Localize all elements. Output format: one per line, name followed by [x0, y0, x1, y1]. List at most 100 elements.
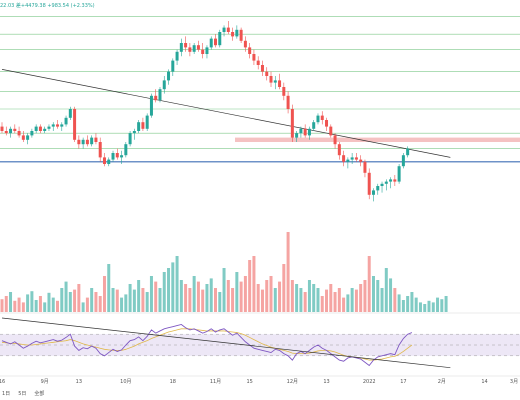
candle-body: [56, 124, 60, 127]
candle-body: [354, 157, 358, 160]
candle-body: [363, 161, 367, 173]
timeframe-1d[interactable]: 1日: [2, 390, 11, 397]
volume-bar: [423, 304, 427, 312]
volume-bar: [68, 292, 72, 312]
volume-bar: [252, 256, 256, 312]
candle-body: [269, 76, 273, 83]
volume-bar: [162, 272, 166, 312]
volume-bar: [128, 284, 132, 312]
candle-body: [397, 166, 401, 182]
candle-body: [290, 109, 294, 138]
candle-body: [260, 65, 264, 72]
candle-body: [303, 128, 307, 136]
volume-bar: [77, 284, 81, 312]
volume-bar: [9, 292, 13, 312]
volume-bar: [0, 299, 4, 312]
volume-bar: [401, 300, 405, 312]
volume-bar: [295, 284, 299, 312]
volume-bar: [273, 288, 277, 312]
x-tick-label: 17: [400, 379, 406, 385]
x-tick-label: 9月: [41, 379, 49, 385]
volume-bar: [406, 296, 410, 312]
candle-body: [384, 181, 388, 184]
candle-body: [239, 29, 243, 41]
x-tick-label: 2月: [438, 379, 446, 385]
candle-body: [307, 128, 311, 136]
volume-bar: [337, 288, 341, 312]
rsi-line: [1, 323, 413, 367]
x-axis: 16 9月 13 10月 18 11月 15 12月 13 2022 17 2月 14 3月: [0, 375, 520, 385]
volume-bar: [436, 297, 440, 312]
volume-bar: [21, 302, 25, 312]
volume-bar: [209, 278, 213, 312]
price-header: 22.03 差+4479.38 +983.54 (+2.33%): [0, 3, 95, 9]
volume-bar: [137, 280, 141, 312]
x-tick-label: 14: [481, 379, 487, 385]
volume-bar: [188, 288, 192, 312]
candle-body: [209, 38, 213, 48]
candle-body: [60, 124, 64, 127]
candle-body: [111, 153, 115, 160]
candle-body: [367, 172, 371, 195]
x-tick-label: 3月: [510, 379, 518, 385]
candle-body: [359, 159, 363, 162]
candle-body: [286, 95, 290, 109]
candle-body: [188, 47, 192, 52]
volume-bar: [316, 288, 320, 312]
volume-bar: [414, 297, 418, 312]
candle-body: [406, 148, 410, 156]
x-tick-label: 15: [246, 379, 252, 385]
volume-bar: [85, 297, 89, 312]
candle-body: [94, 137, 98, 142]
resistance-zone: [235, 137, 520, 142]
candle-body: [192, 45, 196, 52]
volume-bar: [397, 294, 401, 312]
volume-bar: [38, 296, 42, 312]
volume-bar: [231, 288, 235, 312]
volume-bar: [303, 292, 307, 312]
volume-bar: [260, 289, 264, 312]
candle-body: [312, 122, 316, 129]
volume-bar: [248, 260, 252, 312]
volume-bar: [115, 289, 119, 312]
volume-bar: [158, 288, 162, 312]
volume-bar: [149, 276, 153, 312]
candle-body: [51, 124, 55, 127]
volume-bar: [179, 280, 183, 312]
candle-body: [248, 47, 252, 54]
candle-body: [141, 122, 145, 129]
volume-bar: [214, 288, 217, 312]
volume-bar: [333, 292, 337, 312]
candle-body: [30, 131, 34, 136]
volume-bar: [427, 300, 431, 312]
x-tick-label: 10月: [120, 379, 131, 385]
x-tick-label: 11月: [210, 379, 221, 385]
candle-body: [47, 126, 51, 129]
candle-body: [235, 29, 239, 37]
candle-body: [145, 115, 149, 129]
candle-body: [43, 128, 47, 131]
volume-bar: [393, 288, 397, 312]
candle-body: [115, 153, 119, 158]
volume-bar: [226, 280, 230, 312]
timeframe-all[interactable]: 全部: [34, 390, 45, 397]
candle-body: [256, 60, 260, 65]
candle-body: [128, 133, 132, 145]
candle-body: [346, 159, 350, 162]
volume-bar: [205, 284, 209, 312]
candle-body: [278, 80, 282, 87]
candle-body: [282, 87, 286, 96]
candle-body: [316, 115, 320, 123]
candle-body: [132, 131, 136, 134]
volume-bar: [56, 300, 60, 312]
rsi-trendline: [1, 317, 451, 369]
candle-body: [162, 80, 166, 90]
candle-body: [98, 142, 102, 158]
candle-body: [4, 131, 8, 134]
candle-body: [231, 32, 235, 37]
timeframe-5d[interactable]: 5日: [18, 390, 27, 397]
candle-body: [337, 144, 341, 156]
candle-body: [175, 51, 179, 61]
candle-body: [401, 155, 405, 167]
